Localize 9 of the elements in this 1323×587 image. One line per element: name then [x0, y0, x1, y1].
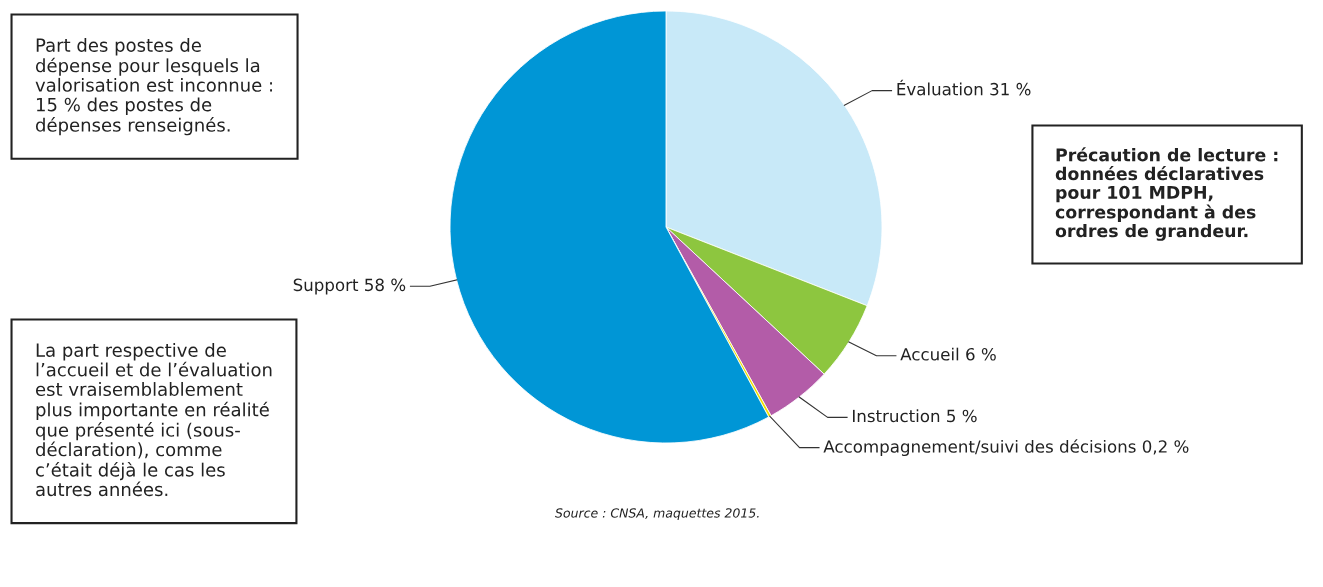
text: La part respective de l’accueil et de l’évaluation est vraisemblablement plus importante en réalité que présenté ici (sous- déclaration), comme c’était déjà le cas les autres années. [36, 343, 272, 497]
slice-label: Évaluation 31 % [897, 79, 1031, 96]
text: Précaution de lecture : données déclaratives pour 101 MDPH, correspondant à des ordres de grandeur. [1055, 147, 1278, 241]
slice-label: Accueil 6 % [900, 347, 996, 361]
slice-label: Accompagnement/suivi des décisions 0,2 % [823, 439, 1189, 457]
source-note: Source : CNSA, maquettes 2015. [555, 508, 759, 521]
slice-label: Instruction 5 % [853, 409, 977, 423]
slice-label: Support 58 % [293, 278, 406, 295]
text: Part des postes de dépense pour lesquels la valorisation est inconnue : 15 % des postes de dépenses renseignés. [35, 38, 272, 136]
